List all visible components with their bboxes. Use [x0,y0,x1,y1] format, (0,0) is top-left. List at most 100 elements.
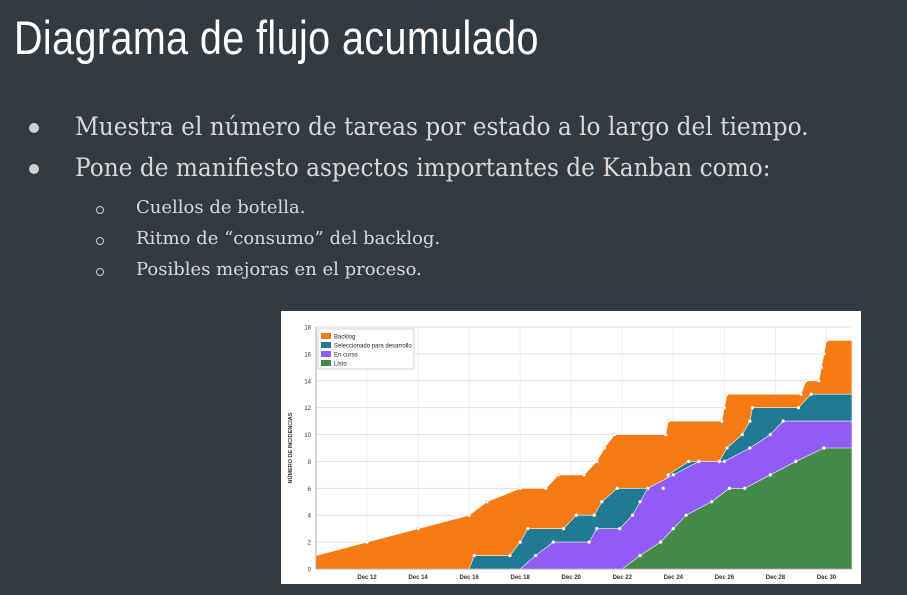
bullet-item: Pone de manifiesto aspectos importantes … [75,153,771,182]
data-point [661,486,665,491]
data-point [799,392,803,397]
data-point [671,473,676,477]
data-point [725,446,729,450]
data-point [686,459,691,464]
bullet-dot-icon [29,123,39,133]
x-tick-label: Dec 14 [408,575,428,581]
sub-bullet-circle-icon [96,237,104,245]
data-point [467,513,471,518]
data-point [727,486,732,491]
data-point [582,473,586,477]
data-point [748,419,752,423]
y-tick-label: 10 [304,433,311,439]
data-point [587,540,591,544]
bullet-item: Muestra el número de tareas por estado a… [75,112,809,141]
data-point [722,405,727,410]
data-point [365,540,369,544]
y-tick-label: 8 [308,460,312,466]
data-point [750,405,755,410]
y-tick-label: 14 [304,379,311,385]
data-point [518,486,523,491]
data-point [666,473,671,477]
data-point [740,432,745,437]
data-point [822,352,826,356]
y-tick-label: 12 [304,406,311,412]
x-tick-label: Dec 16 [459,575,479,581]
data-point [748,446,752,450]
sub-bullet-item: Cuellos de botella. [136,197,306,218]
data-point [722,459,727,464]
data-point [592,513,597,518]
data-point [666,419,671,423]
data-point [725,392,729,397]
data-point [594,526,599,531]
sub-bullet-circle-icon [96,206,104,214]
data-point [793,459,798,464]
data-point [472,553,477,558]
data-point [602,446,607,450]
data-point [617,526,622,531]
data-point [709,499,714,504]
data-point [822,446,826,450]
data-point [684,513,688,518]
data-point [508,553,512,558]
data-point [719,419,724,423]
data-point [638,553,643,558]
data-point [574,513,579,518]
cumulative-flow-chart: 0 2 4 6 8 10 12 14 16 18 Dec 12 Dec 14 Dec 16 Dec 18 D… [281,311,861,584]
legend-box [317,328,415,370]
data-point [742,486,747,491]
data-point [638,499,643,504]
x-tick-label: Dec 26 [715,575,735,581]
data-point [816,378,821,383]
data-point [781,419,785,423]
sub-bullet-circle-icon [96,268,104,276]
legend-label: Listo [334,362,347,368]
data-point [518,540,523,544]
data-point [658,540,663,544]
data-point [663,432,668,437]
x-tick-label: Dec 22 [613,575,633,581]
y-tick-label: 4 [308,514,312,520]
data-point [533,553,538,558]
x-tick-label: Dec 18 [511,575,531,581]
data-point [824,338,829,343]
x-tick-label: Dec 28 [766,575,786,581]
data-point [809,392,814,397]
y-tick-label: 16 [304,352,311,358]
chart-svg: 0 2 4 6 8 10 12 14 16 18 Dec 12 Dec 14 Dec 16 Dec 18 D… [287,326,853,581]
legend-swatch [321,351,331,357]
data-point [561,526,566,531]
y-axis-label: NÚMERO DE INCIDENCIAS [287,412,294,483]
slide-title: Diagrama de flujo acumulado [14,11,539,64]
data-point [645,486,650,491]
data-point [615,486,620,491]
y-tick-label: 18 [304,326,311,332]
data-point [630,513,635,518]
y-tick-label: 2 [308,541,312,547]
data-point [485,499,489,504]
legend-swatch [321,342,331,348]
x-tick-label: Dec 24 [664,575,684,581]
data-point [556,473,561,477]
data-point [796,405,801,410]
data-point [594,459,599,464]
sub-bullet-item: Ritmo de “consumo” del backlog. [136,228,441,249]
data-point [543,486,548,491]
data-point [551,540,556,544]
data-point [717,459,722,464]
y-tick-label: 6 [308,487,312,493]
x-tick-label: Dec 20 [562,575,582,581]
legend-label: Backlog [334,335,355,341]
data-point [416,526,420,531]
data-point [612,432,617,437]
x-tick-label: Dec 30 [817,575,837,581]
data-point [525,526,530,531]
data-point [671,526,676,531]
data-point [600,499,604,504]
data-point [768,432,773,437]
bullet-dot-icon [29,164,39,174]
legend-label: En curso [334,353,358,359]
sub-bullet-item: Posibles mejoras en el proceso. [136,259,422,280]
data-point [697,459,701,464]
